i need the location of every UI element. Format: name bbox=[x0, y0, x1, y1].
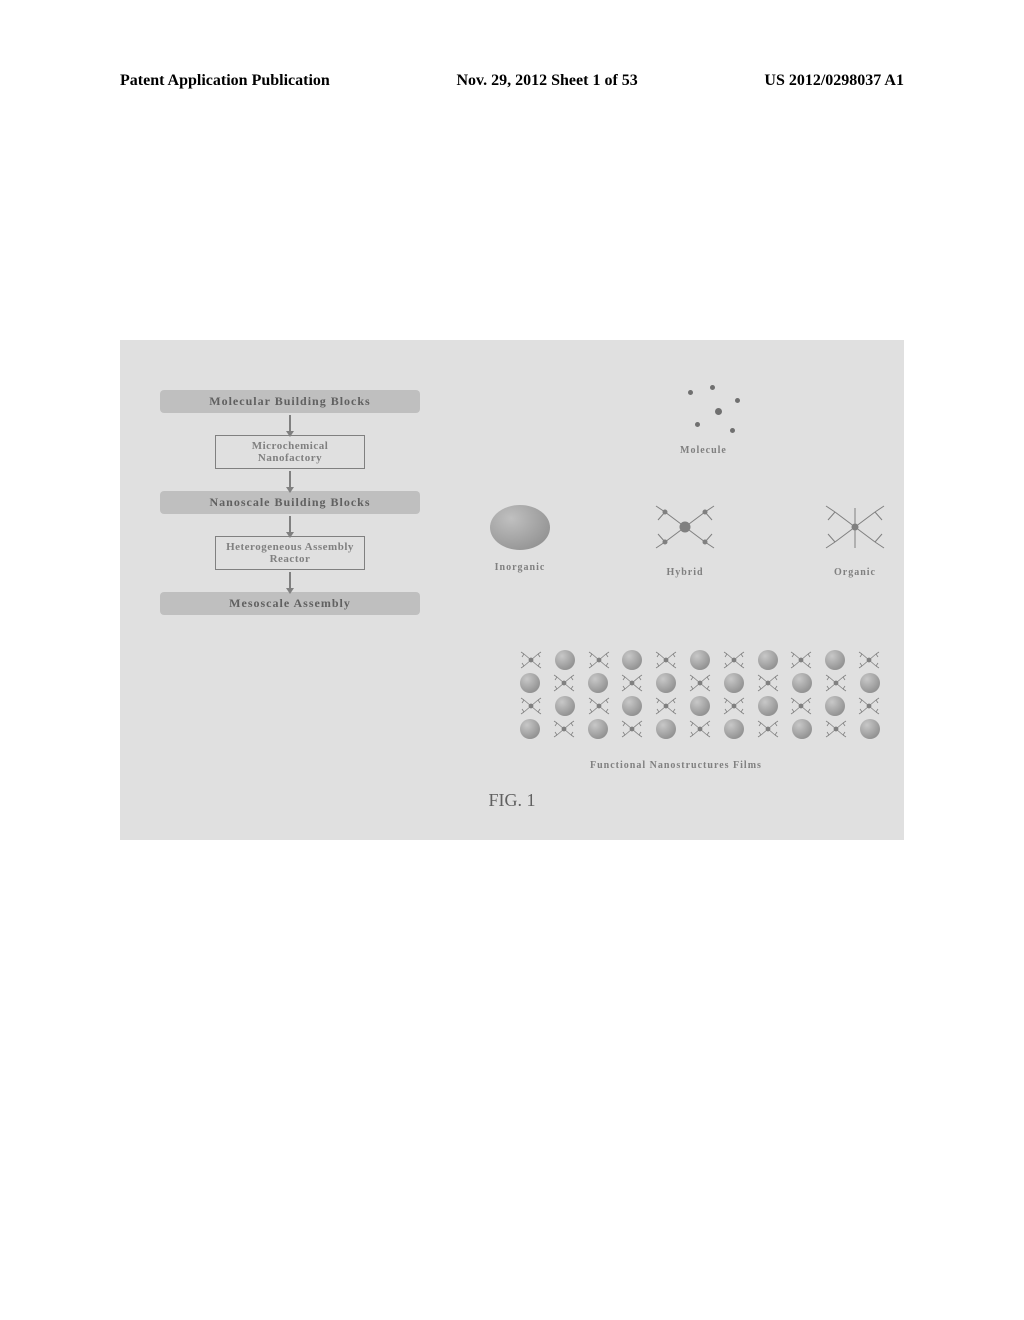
film-sphere-icon bbox=[758, 696, 778, 716]
film-row bbox=[520, 719, 880, 739]
sphere-icon bbox=[490, 505, 550, 550]
nano-label-hybrid: Hybrid bbox=[650, 567, 720, 578]
film-sphere-icon bbox=[622, 650, 642, 670]
film-dendrimer-icon bbox=[790, 650, 812, 670]
film-sphere-icon bbox=[622, 696, 642, 716]
film-dendrimer-icon bbox=[588, 650, 610, 670]
molecule-label: Molecule bbox=[680, 445, 727, 456]
figure-panel: Molecular Building Blocks Microchemical … bbox=[120, 340, 904, 840]
film-dendrimer-icon bbox=[825, 719, 847, 739]
organic-dendrimer-icon bbox=[820, 500, 890, 555]
film-dendrimer-icon bbox=[655, 650, 677, 670]
film-sphere-icon bbox=[555, 696, 575, 716]
film-sphere-icon bbox=[724, 673, 744, 693]
film-dendrimer-icon bbox=[689, 673, 711, 693]
film-dendrimer-icon bbox=[757, 719, 779, 739]
flowchart: Molecular Building Blocks Microchemical … bbox=[160, 390, 420, 615]
film-sphere-icon bbox=[860, 673, 880, 693]
film-row bbox=[520, 696, 880, 716]
film-dendrimer-icon bbox=[621, 673, 643, 693]
nanoscale-row: Inorganic Hyb bbox=[490, 500, 890, 578]
film-row bbox=[520, 650, 880, 670]
flow-step-heterogeneous: Heterogeneous Assembly Reactor bbox=[215, 536, 365, 570]
film-dendrimer-icon bbox=[790, 696, 812, 716]
nano-label-organic: Organic bbox=[820, 567, 890, 578]
film-sphere-icon bbox=[724, 719, 744, 739]
film-label: Functional Nanostructures Films bbox=[590, 760, 762, 771]
flow-step-molecular: Molecular Building Blocks bbox=[160, 390, 420, 413]
header-center: Nov. 29, 2012 Sheet 1 of 53 bbox=[456, 72, 637, 90]
film-grid bbox=[520, 650, 880, 742]
molecule-illustration bbox=[680, 380, 760, 440]
flow-step-mesoscale: Mesoscale Assembly bbox=[160, 592, 420, 615]
flow-step-nanoscale: Nanoscale Building Blocks bbox=[160, 491, 420, 514]
film-sphere-icon bbox=[825, 650, 845, 670]
film-dendrimer-icon bbox=[757, 673, 779, 693]
film-sphere-icon bbox=[588, 673, 608, 693]
page-header: Patent Application Publication Nov. 29, … bbox=[0, 72, 1024, 90]
film-sphere-icon bbox=[690, 696, 710, 716]
film-sphere-icon bbox=[520, 673, 540, 693]
film-sphere-icon bbox=[588, 719, 608, 739]
film-sphere-icon bbox=[758, 650, 778, 670]
film-dendrimer-icon bbox=[520, 650, 542, 670]
nano-inorganic: Inorganic bbox=[490, 505, 550, 573]
hybrid-dendrimer-icon bbox=[650, 500, 720, 555]
film-dendrimer-icon bbox=[723, 696, 745, 716]
film-dendrimer-icon bbox=[655, 696, 677, 716]
nano-hybrid: Hybrid bbox=[650, 500, 720, 578]
film-dendrimer-icon bbox=[553, 719, 575, 739]
film-dendrimer-icon bbox=[553, 673, 575, 693]
flow-arrow-icon bbox=[289, 415, 291, 433]
flow-arrow-icon bbox=[289, 572, 291, 590]
film-row bbox=[520, 673, 880, 693]
film-sphere-icon bbox=[656, 673, 676, 693]
film-sphere-icon bbox=[792, 719, 812, 739]
film-dendrimer-icon bbox=[858, 650, 880, 670]
flow-arrow-icon bbox=[289, 471, 291, 489]
film-dendrimer-icon bbox=[723, 650, 745, 670]
nano-label-inorganic: Inorganic bbox=[490, 562, 550, 573]
film-sphere-icon bbox=[792, 673, 812, 693]
film-sphere-icon bbox=[656, 719, 676, 739]
flow-arrow-icon bbox=[289, 516, 291, 534]
film-dendrimer-icon bbox=[689, 719, 711, 739]
flow-step-microchemical: Microchemical Nanofactory bbox=[215, 435, 365, 469]
film-dendrimer-icon bbox=[858, 696, 880, 716]
header-right: US 2012/0298037 A1 bbox=[764, 72, 904, 90]
figure-caption: FIG. 1 bbox=[120, 790, 904, 811]
header-left: Patent Application Publication bbox=[120, 72, 330, 90]
film-sphere-icon bbox=[860, 719, 880, 739]
film-sphere-icon bbox=[555, 650, 575, 670]
film-sphere-icon bbox=[690, 650, 710, 670]
film-dendrimer-icon bbox=[588, 696, 610, 716]
nano-organic: Organic bbox=[820, 500, 890, 578]
film-dendrimer-icon bbox=[520, 696, 542, 716]
film-dendrimer-icon bbox=[825, 673, 847, 693]
film-sphere-icon bbox=[825, 696, 845, 716]
film-dendrimer-icon bbox=[621, 719, 643, 739]
film-sphere-icon bbox=[520, 719, 540, 739]
